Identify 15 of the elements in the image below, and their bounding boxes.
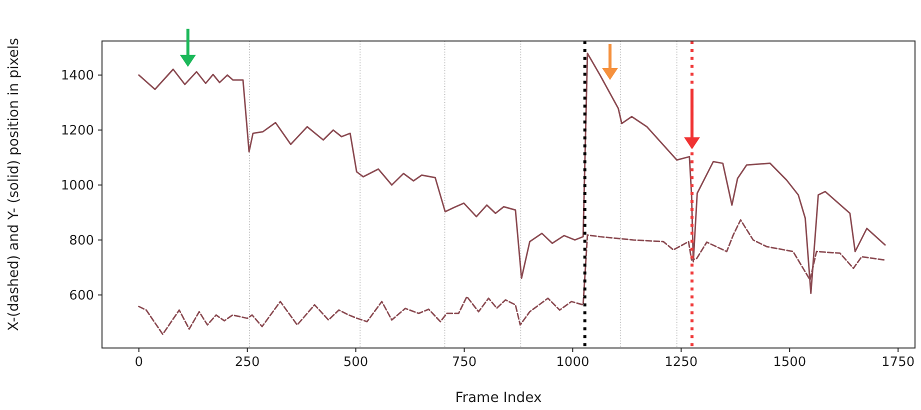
y-tick-label: 600 bbox=[69, 288, 94, 304]
y-tick-label: 800 bbox=[69, 234, 94, 249]
x-tick-label: 1500 bbox=[773, 355, 806, 370]
x-tick-label: 1000 bbox=[556, 355, 590, 370]
x-tick-label: 500 bbox=[343, 355, 368, 370]
x-axis-title: Frame Index bbox=[455, 390, 542, 406]
x-tick-label: 1750 bbox=[882, 355, 915, 370]
x-tick-label: 250 bbox=[234, 355, 260, 370]
y-tick-label: 1000 bbox=[60, 178, 94, 194]
y-axis-title: X-(dashed) and Y- (solid) position in pixels bbox=[6, 38, 22, 332]
y-tick-label: 1200 bbox=[60, 124, 94, 139]
x-tick-label: 1250 bbox=[664, 355, 698, 370]
y-tick-label: 1400 bbox=[60, 68, 94, 84]
x-tick-label: 750 bbox=[452, 355, 477, 370]
x-tick-label: 0 bbox=[134, 355, 144, 370]
